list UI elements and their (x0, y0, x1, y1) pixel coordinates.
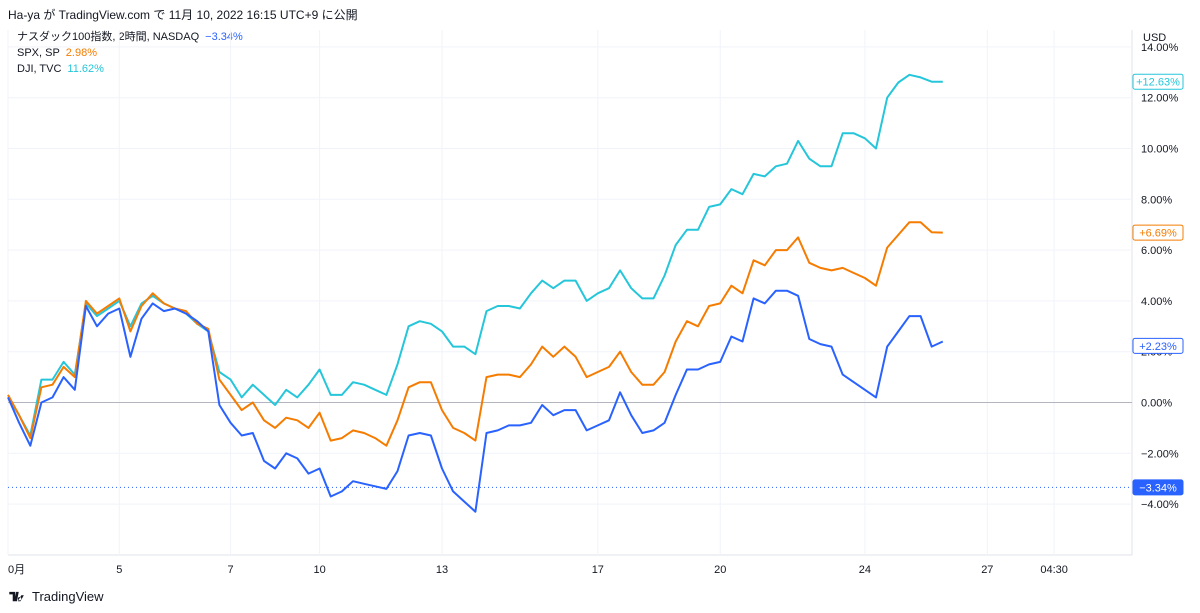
x-tick-label: 7 (228, 564, 234, 576)
dji-last-badge-text: +12.63% (1136, 77, 1180, 89)
dji-line[interactable] (7, 73, 943, 437)
nasdaq-line[interactable] (7, 289, 944, 513)
y-tick-label: 6.00% (1141, 245, 1172, 257)
y-tick-label: −2.00% (1141, 448, 1179, 460)
publish-info: Ha-ya が TradingView.com で 11月 10, 2022 1… (8, 8, 358, 22)
y-tick-label: 0.00% (1141, 398, 1172, 410)
nasdaq-close-badge-text: +2.23% (1139, 341, 1177, 353)
y-tick-label: 8.00% (1141, 194, 1172, 206)
spx-last-badge-box (1132, 224, 1184, 241)
dji-last-badge-box (1132, 73, 1184, 90)
y-tick-label: −4.00% (1141, 499, 1179, 511)
y-tick-label: 4.00% (1141, 296, 1172, 308)
x-tick-label: 17 (592, 564, 604, 576)
footer-brand[interactable]: TradingView (8, 589, 104, 604)
x-tick-label: 24 (859, 564, 871, 576)
y-tick-label: 10.00% (1141, 144, 1179, 156)
x-tick-label: 0月 (8, 564, 25, 576)
legend-value-nasdaq: −3.34% (205, 31, 243, 43)
legend-row-nasdaq[interactable]: ナスダック100指数, 2時間, NASDAQ −3.34% (17, 29, 243, 45)
legend-name-nasdaq: ナスダック100指数, 2時間, NASDAQ (17, 31, 200, 43)
legend-name-spx: SPX, SP (17, 47, 60, 59)
legend-value-dji: 11.62% (67, 63, 104, 75)
x-tick-label: 13 (436, 564, 448, 576)
footer-brand-text: TradingView (32, 589, 104, 604)
nasdaq-close-badge-box (1132, 337, 1184, 354)
legend-value-spx: 2.98% (65, 47, 97, 59)
nasdaq-last-badge-text: −3.34% (1139, 482, 1177, 494)
tradingview-logo-icon (9, 591, 24, 601)
legend-row-spx[interactable]: SPX, SP 2.98% (17, 45, 243, 61)
spx-last-badge-text: +6.69% (1139, 228, 1177, 240)
series-legend: ナスダック100指数, 2時間, NASDAQ −3.34% SPX, SP 2… (17, 29, 243, 77)
legend-row-dji[interactable]: DJI, TVC 11.62% (17, 61, 243, 77)
x-tick-label: 27 (981, 564, 993, 576)
spx-line[interactable] (7, 221, 943, 447)
legend-name-dji: DJI, TVC (17, 63, 62, 75)
x-tick-label: 20 (714, 564, 726, 576)
x-tick-label: 10 (313, 564, 325, 576)
x-tick-label: 04:30 (1040, 564, 1068, 576)
y-axis-unit-label: USD (1143, 32, 1167, 44)
y-tick-label: 12.00% (1141, 93, 1179, 105)
nasdaq-last-badge-box (1132, 479, 1184, 496)
x-tick-label: 5 (116, 564, 122, 576)
y-tick-label: 14.00% (1141, 42, 1179, 54)
